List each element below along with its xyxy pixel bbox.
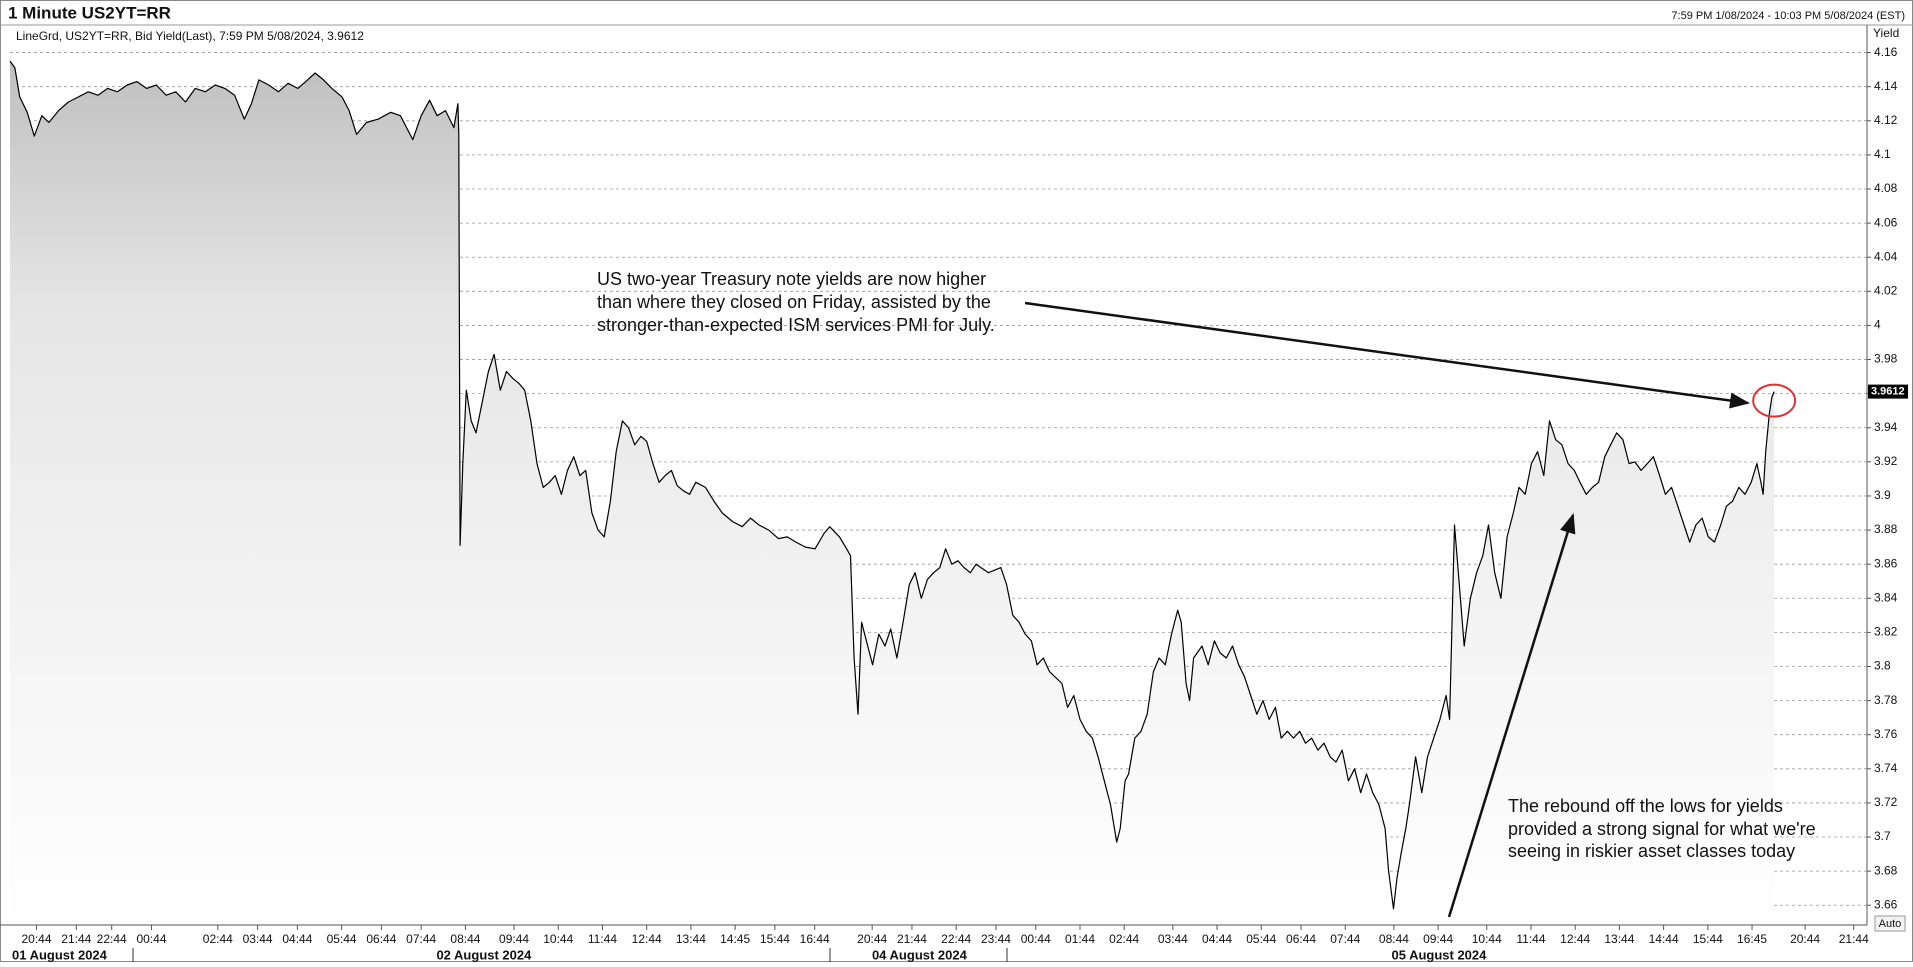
x-tick-label: 14:44 (1649, 932, 1679, 946)
y-tick-label: 4.06 (1874, 215, 1898, 229)
annotation-arrow (1024, 301, 1750, 409)
auto-button-label[interactable]: Auto (1879, 918, 1902, 930)
y-tick-label: 4.04 (1874, 249, 1898, 263)
date-label: 05 August 2024 (1391, 947, 1487, 962)
y-tick-label: 4.02 (1874, 283, 1898, 297)
chart-title: 1 Minute US2YT=RR (8, 3, 171, 22)
y-tick-label: 3.74 (1874, 761, 1898, 775)
x-tick-label: 02:44 (1109, 932, 1139, 946)
x-tick-label: 00:44 (136, 932, 166, 946)
annotation-arrow (1447, 513, 1576, 918)
x-tick-label: 11:44 (1516, 932, 1545, 946)
x-tick-label: 05:44 (1246, 932, 1276, 946)
x-tick-label: 03:44 (243, 932, 273, 946)
x-tick-label: 13:44 (1604, 932, 1634, 946)
y-axis-label: Yield (1873, 26, 1899, 40)
y-tick-label: 4.08 (1874, 181, 1898, 195)
area (10, 61, 1775, 925)
x-tick-label: 23:44 (981, 932, 1011, 946)
x-tick-label: 07:44 (406, 932, 436, 946)
annotation-text: The rebound off the lows for yields (1508, 796, 1783, 816)
x-tick-label: 10:44 (543, 932, 573, 946)
y-tick-label: 3.66 (1874, 897, 1898, 911)
y-tick-label: 3.78 (1874, 693, 1898, 707)
x-tick-label: 12:44 (1560, 932, 1590, 946)
x-tick-label: 09:44 (1423, 932, 1453, 946)
highlight-circle (1752, 383, 1797, 418)
date-label: 02 August 2024 (436, 947, 532, 962)
legend-text: LineGrd, US2YT=RR, Bid Yield(Last), 7:59… (16, 29, 364, 43)
y-tick-label: 3.9 (1874, 488, 1891, 502)
date-label: 01 August 2024 (12, 947, 108, 962)
x-tick-label: 12:44 (632, 932, 662, 946)
x-tick-label: 04:44 (1202, 932, 1232, 946)
y-tick-label: 3.7 (1874, 829, 1891, 843)
last-value-label: 3.9612 (1871, 386, 1905, 398)
x-tick-label: 16:45 (1737, 932, 1767, 946)
x-tick-label: 10:44 (1472, 932, 1502, 946)
x-tick-label: 06:44 (1286, 932, 1316, 946)
x-tick-label: 03:44 (1158, 932, 1188, 946)
y-tick-label: 3.94 (1874, 420, 1898, 434)
y-tick-label: 3.72 (1874, 795, 1898, 809)
date-label: 04 August 2024 (872, 947, 968, 962)
annotation-text: stronger-than-expected ISM services PMI … (597, 315, 995, 335)
y-tick-label: 3.92 (1874, 454, 1898, 468)
x-tick-label: 21:44 (61, 932, 91, 946)
y-tick-label: 4.12 (1874, 113, 1898, 127)
y-tick-label: 3.8 (1874, 659, 1891, 673)
y-tick-label: 3.82 (1874, 625, 1898, 639)
x-tick-label: 14:45 (720, 932, 750, 946)
x-tick-label: 06:44 (366, 932, 396, 946)
y-tick-label: 3.84 (1874, 590, 1898, 604)
x-tick-label: 08:44 (450, 932, 480, 946)
x-tick-label: 16:44 (800, 932, 830, 946)
x-tick-label: 20:44 (22, 932, 52, 946)
time-range: 7:59 PM 1/08/2024 - 10:03 PM 5/08/2024 (… (1671, 10, 1905, 22)
y-tick-label: 4.14 (1874, 79, 1898, 93)
x-tick-label: 22:44 (97, 932, 127, 946)
x-tick-label: 09:44 (499, 932, 529, 946)
x-tick-label: 20:44 (1790, 932, 1820, 946)
x-tick-label: 21:44 (1839, 932, 1869, 946)
y-tick-label: 3.88 (1874, 522, 1898, 536)
x-tick-label: 22:44 (941, 932, 971, 946)
annotation-text: seeing in riskier asset classes today (1508, 841, 1795, 861)
y-tick-label: 3.98 (1874, 352, 1898, 366)
y-tick-label: 4 (1874, 318, 1881, 332)
y-tick-label: 4.16 (1874, 45, 1898, 59)
x-tick-label: 21:44 (897, 932, 927, 946)
x-tick-label: 15:44 (760, 932, 790, 946)
annotation-text: provided a strong signal for what we're (1508, 819, 1816, 839)
x-tick-label: 01:44 (1065, 932, 1095, 946)
x-tick-label: 00:44 (1021, 932, 1051, 946)
x-tick-label: 05:44 (327, 932, 357, 946)
y-tick-label: 3.68 (1874, 863, 1898, 877)
x-tick-label: 20:44 (857, 932, 887, 946)
auto-button[interactable] (1874, 915, 1906, 932)
line (9, 60, 1775, 910)
annotation-text: US two-year Treasury note yields are now… (597, 269, 986, 289)
x-tick-label: 13:44 (676, 932, 706, 946)
plot-area (9, 52, 1867, 925)
x-tick-label: 08:44 (1379, 932, 1409, 946)
annotation-text: than where they closed on Friday, assist… (597, 292, 991, 312)
y-tick-label: 3.86 (1874, 556, 1898, 570)
x-tick-label: 07:44 (1330, 932, 1360, 946)
x-tick-label: 15:44 (1693, 932, 1723, 946)
x-tick-label: 11:44 (588, 932, 617, 946)
x-tick-label: 04:44 (282, 932, 312, 946)
x-tick-label: 02:44 (203, 932, 233, 946)
y-tick-label: 4.1 (1874, 147, 1891, 161)
last-value-tag (1868, 384, 1908, 399)
y-tick-label: 3.76 (1874, 727, 1898, 741)
